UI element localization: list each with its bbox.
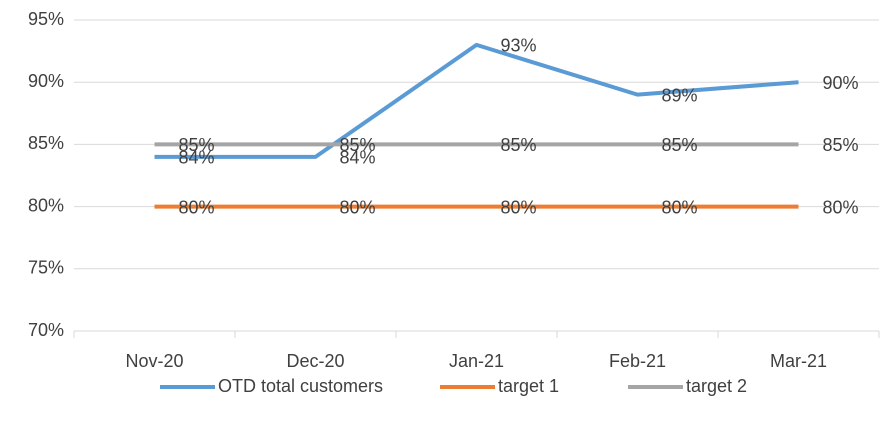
data-label: 93%	[501, 36, 537, 56]
data-label: 84%	[340, 148, 376, 168]
y-tick-label: 95%	[28, 9, 64, 29]
y-tick-label: 70%	[28, 320, 64, 340]
data-label: 89%	[662, 85, 698, 105]
x-tick-label: Nov-20	[125, 351, 183, 371]
x-tick-label: Dec-20	[286, 351, 344, 371]
legend-label: target 2	[686, 376, 747, 396]
y-tick-label: 75%	[28, 258, 64, 278]
legend-label: OTD total customers	[218, 376, 383, 396]
x-tick-label: Feb-21	[609, 351, 666, 371]
data-label: 85%	[340, 135, 376, 155]
data-label: 85%	[823, 135, 859, 155]
data-label: 80%	[179, 197, 215, 217]
data-label: 84%	[179, 148, 215, 168]
y-tick-label: 80%	[28, 195, 64, 215]
data-label: 80%	[501, 197, 537, 217]
data-label: 85%	[501, 135, 537, 155]
y-tick-label: 85%	[28, 133, 64, 153]
y-tick-label: 90%	[28, 71, 64, 91]
series-line	[154, 42, 799, 159]
data-label: 80%	[823, 197, 859, 217]
x-tick-label: Jan-21	[449, 351, 504, 371]
legend-label: target 1	[498, 376, 559, 396]
data-label: 80%	[662, 197, 698, 217]
data-label: 85%	[179, 135, 215, 155]
x-tick-label: Mar-21	[770, 351, 827, 371]
data-label: 80%	[340, 197, 376, 217]
data-label: 90%	[823, 73, 859, 93]
data-label: 85%	[662, 135, 698, 155]
